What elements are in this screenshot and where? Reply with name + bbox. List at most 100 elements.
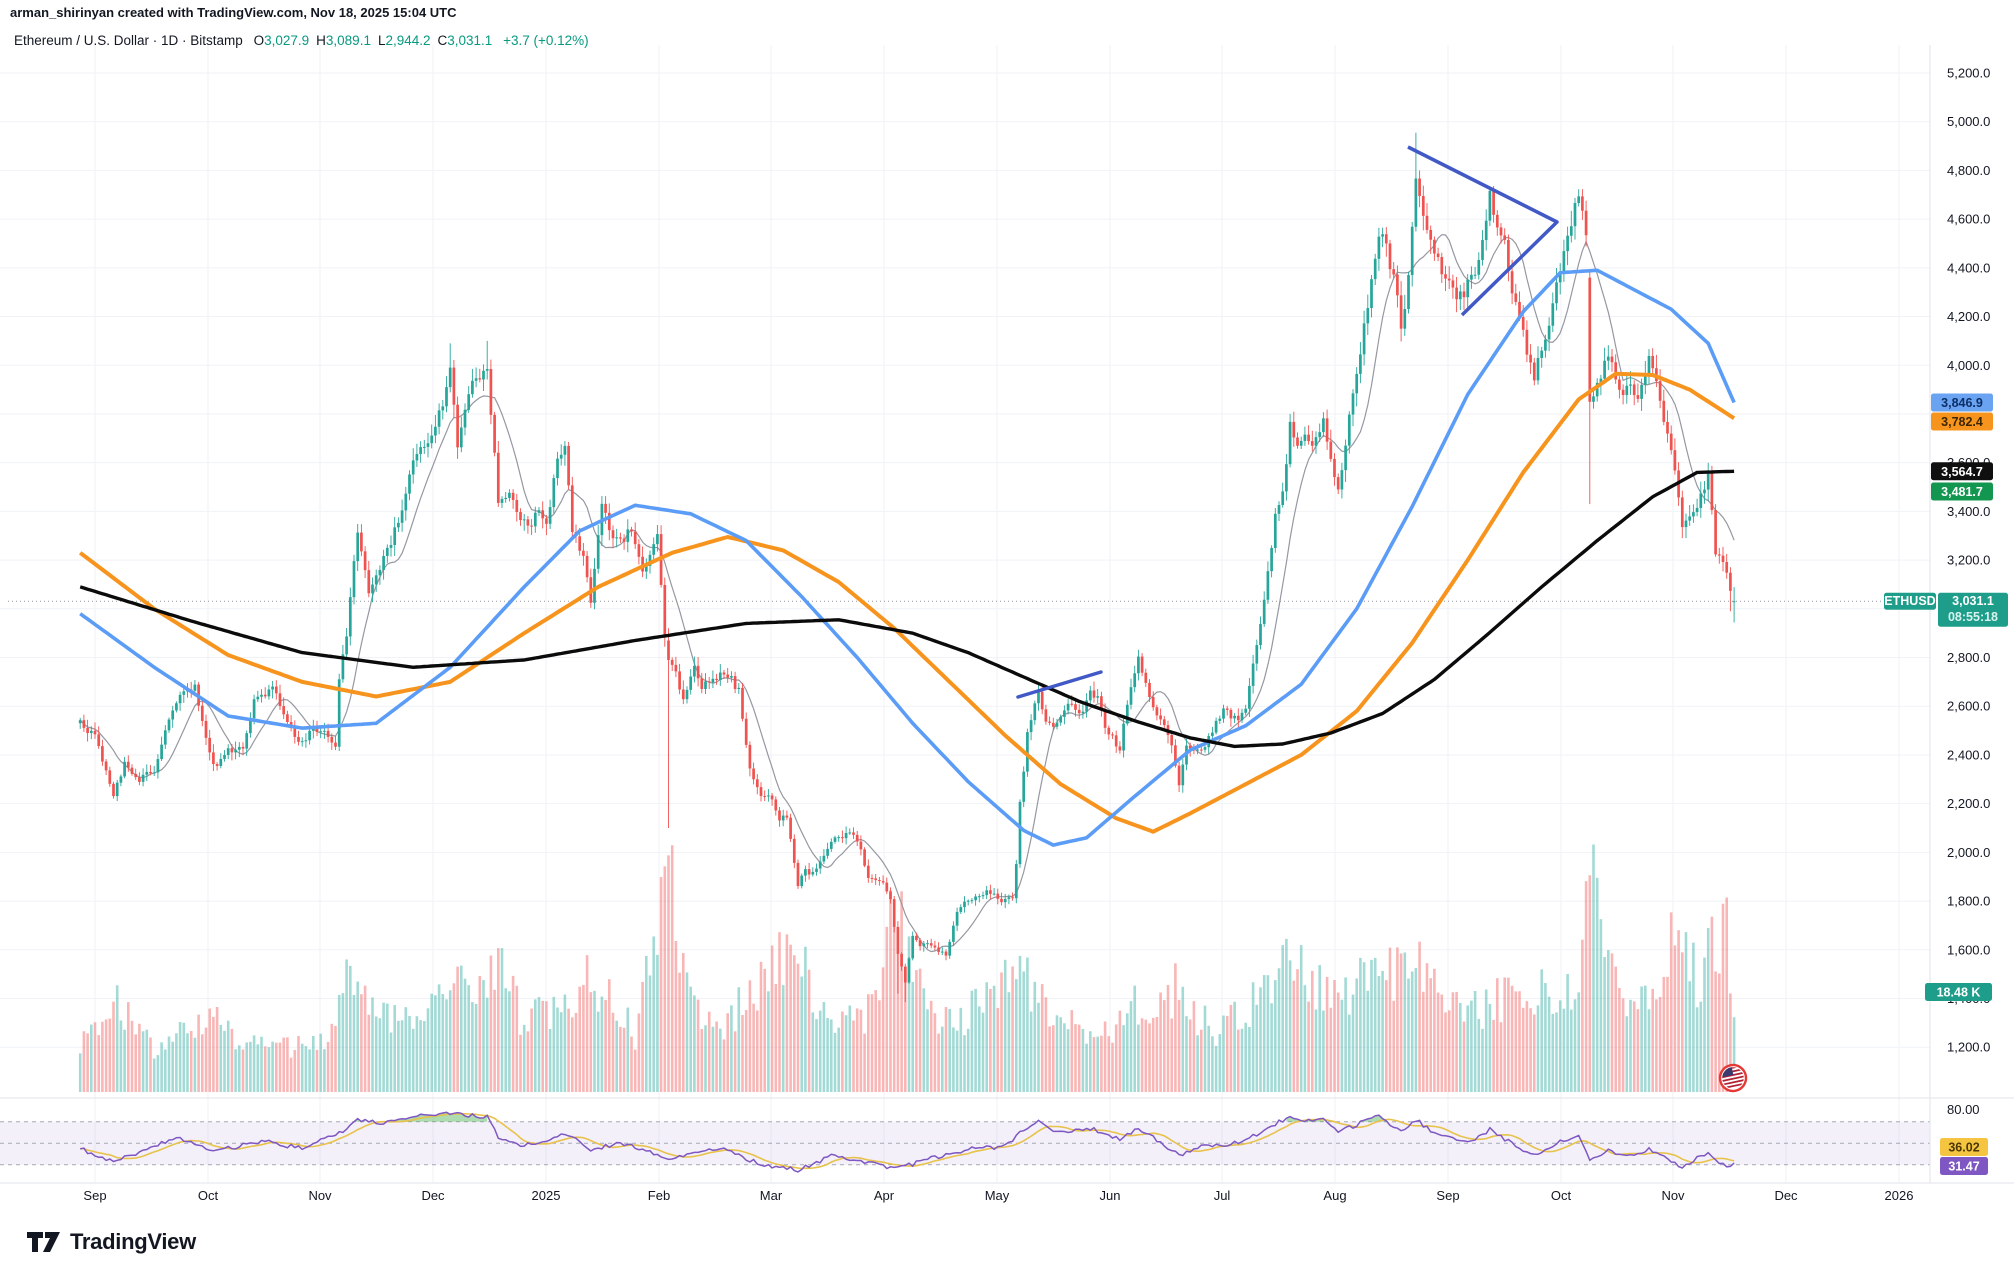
- volume-bar: [312, 1035, 315, 1092]
- candle-body: [829, 841, 833, 849]
- volume-bar: [830, 1019, 833, 1092]
- candle-body: [1577, 196, 1581, 204]
- volume-bar: [1059, 1017, 1062, 1092]
- volume-bar: [260, 1036, 263, 1092]
- candle-body: [474, 378, 478, 381]
- volume-bar: [1107, 1036, 1111, 1092]
- volume-bar: [1026, 957, 1029, 1092]
- symbol-legend[interactable]: Ethereum / U.S. Dollar · 1D · Bitstamp O…: [14, 33, 589, 48]
- candle-body: [496, 452, 500, 503]
- candle-body: [630, 529, 633, 532]
- volume-bar: [855, 1008, 859, 1092]
- candle-body: [1288, 421, 1292, 465]
- candle-body: [1618, 379, 1621, 390]
- volume-bar: [1536, 1005, 1540, 1092]
- candle-body: [1370, 279, 1373, 309]
- candle-body: [563, 445, 567, 455]
- candle-body: [415, 454, 419, 461]
- volume-bar: [1555, 1012, 1558, 1092]
- volume-bar: [526, 1031, 530, 1092]
- volume-bar: [1262, 975, 1266, 1092]
- volume-bar: [441, 994, 445, 1092]
- candle-body: [770, 795, 774, 800]
- symbol-title[interactable]: Ethereum / U.S. Dollar · 1D · Bitstamp: [14, 33, 243, 48]
- candle-body: [1377, 236, 1381, 259]
- volume-bar: [807, 969, 811, 1092]
- volume-bar: [785, 934, 789, 1092]
- candle-body: [841, 837, 844, 839]
- volume-bar: [1122, 1025, 1125, 1092]
- volume-bar: [356, 981, 359, 1092]
- candle-body: [1307, 434, 1310, 442]
- volume-bar: [167, 1036, 171, 1092]
- volume-bar: [1381, 970, 1384, 1092]
- triangle-drawing[interactable]: [1407, 145, 1559, 317]
- volume-bar: [1436, 992, 1440, 1092]
- volume-bar: [1144, 1019, 1148, 1092]
- volume-bar: [1292, 980, 1296, 1092]
- candle-body: [408, 474, 411, 494]
- candle-body: [1684, 520, 1688, 528]
- candle-body: [1003, 898, 1007, 903]
- volume-bar: [1351, 994, 1355, 1092]
- candle-body: [1521, 317, 1525, 330]
- ma-fast-line: [79, 234, 1735, 953]
- volume-bar: [545, 1001, 548, 1092]
- candle-body: [607, 512, 611, 531]
- candle-body: [1318, 432, 1322, 438]
- volume-bar: [1422, 991, 1425, 1092]
- rsi-ma-pill-bg: [1940, 1138, 1988, 1156]
- candle-body: [1680, 497, 1684, 528]
- candle-body: [641, 556, 644, 572]
- volume-bar: [463, 978, 467, 1092]
- tradingview-logo-icon: [27, 1232, 60, 1252]
- volume-bar: [596, 1011, 600, 1092]
- candle-body: [374, 575, 378, 585]
- candle-body: [1181, 764, 1185, 786]
- volume-bar: [796, 963, 800, 1092]
- candle-body: [456, 404, 459, 448]
- volume-bar: [515, 985, 519, 1092]
- candle-body: [504, 497, 508, 500]
- candle-body: [341, 654, 345, 680]
- volume-bar: [1266, 975, 1270, 1092]
- candle-body: [1418, 178, 1421, 196]
- month-label: Sep: [1436, 1188, 1459, 1203]
- volume-histogram: [78, 844, 1736, 1092]
- candle-body: [1425, 215, 1429, 230]
- candle-body: [263, 694, 267, 697]
- price-axis[interactable]: 5,200.0 5,000.0 4,800.0 4,600.0 4,400.0 4,200…: [1884, 66, 2008, 1176]
- candle-body: [1077, 709, 1081, 714]
- volume-bar: [363, 985, 367, 1092]
- candles: [78, 132, 1736, 1003]
- volume-bar: [1322, 1010, 1325, 1092]
- candle-body: [1381, 234, 1384, 237]
- volume-bar: [360, 994, 363, 1092]
- volume-bar: [1510, 985, 1514, 1092]
- volume-bar: [911, 981, 914, 1092]
- candle-body: [1562, 251, 1566, 273]
- volume-bar: [944, 1007, 948, 1092]
- trendline-drawing[interactable]: [1016, 670, 1103, 699]
- candle-body: [1588, 277, 1592, 402]
- candle-body: [1137, 656, 1140, 674]
- volume-bar: [915, 970, 918, 1092]
- candle-body: [1103, 710, 1107, 728]
- volume-bar: [804, 946, 807, 1092]
- volume-bar: [430, 993, 433, 1092]
- time-axis[interactable]: Sep Oct Nov Dec 2025 Feb Mar Apr May Jun Jul Aug Sep…: [83, 1188, 1913, 1203]
- volume-bar: [164, 1049, 167, 1092]
- candle-body: [530, 525, 533, 527]
- candle-body: [260, 694, 263, 697]
- tradingview-logo[interactable]: TradingView: [26, 1228, 196, 1256]
- candle-body: [622, 538, 626, 542]
- candle-body: [308, 730, 311, 741]
- volume-bar: [101, 1021, 104, 1092]
- candle-body: [1717, 554, 1721, 556]
- volume-bar: [382, 1002, 385, 1092]
- volume-bar: [1529, 1008, 1532, 1092]
- candle-body: [977, 896, 981, 898]
- candle-body: [1066, 703, 1070, 711]
- candle-body: [892, 899, 896, 927]
